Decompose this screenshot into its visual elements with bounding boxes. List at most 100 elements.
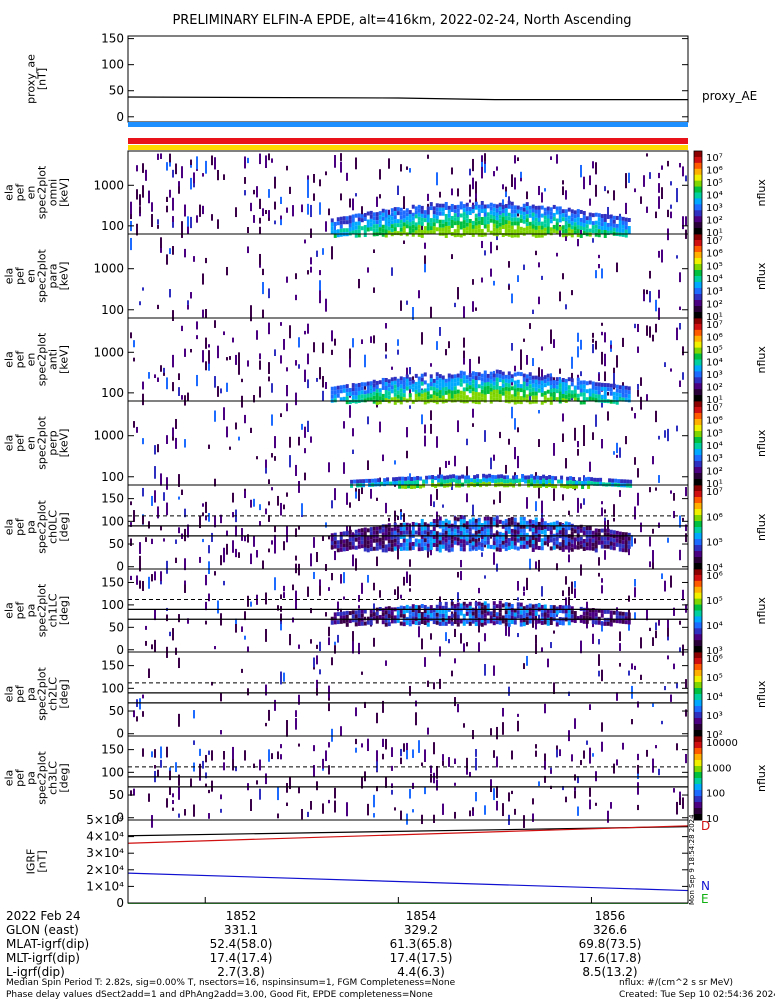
heatmap-band-cell <box>539 475 543 480</box>
heatmap-band-cell <box>339 216 343 221</box>
heatmap-cell <box>166 205 168 213</box>
heatmap-band-cell <box>525 544 529 549</box>
heatmap-band-cell <box>552 212 556 217</box>
heatmap-band-cell <box>432 378 436 383</box>
heatmap-cell <box>661 573 663 580</box>
heatmap-band-cell <box>413 484 417 489</box>
heatmap-band-cell <box>330 394 334 399</box>
heatmap-band-cell <box>474 221 478 226</box>
panel-pa_ch3: 10000100010010nflux150100500elapefpaspec… <box>3 735 768 828</box>
y-tick-label: 150 <box>101 743 124 757</box>
heatmap-band-cell <box>612 395 616 400</box>
heatmap-band-cell <box>369 543 373 548</box>
heatmap-band-cell <box>609 230 613 235</box>
heatmap-cell <box>466 466 468 480</box>
panel-pef_en_2: 10⁷10⁶10⁵10⁴10³10²10¹nflux1000100elapefe… <box>3 233 768 323</box>
heatmap-cell <box>283 504 285 510</box>
y-axis-label: pa <box>25 687 38 701</box>
heatmap-band-cell <box>513 396 517 401</box>
heatmap-cell <box>190 177 192 190</box>
heatmap-band-cell <box>408 546 412 551</box>
heatmap-band-cell <box>543 604 547 609</box>
heatmap-cell <box>472 807 474 811</box>
heatmap-band-cell <box>435 396 439 401</box>
heatmap-band-cell <box>414 230 418 235</box>
heatmap-band-cell <box>390 224 394 229</box>
heatmap-band-cell <box>420 233 424 238</box>
colorbar-swatch <box>694 574 702 582</box>
heatmap-cell <box>358 594 360 602</box>
heatmap-band-cell <box>531 220 535 225</box>
y-axis-label: ela <box>3 770 16 787</box>
colorbar-tick-label: 10² <box>706 466 723 477</box>
heatmap-cell <box>592 161 594 169</box>
heatmap-band-cell <box>456 537 460 542</box>
heatmap-band-cell <box>474 526 478 531</box>
heatmap-band-cell <box>594 398 598 403</box>
heatmap-cell <box>391 783 393 789</box>
heatmap-cell <box>682 372 684 380</box>
heatmap-band-cell <box>396 544 400 549</box>
heatmap-cell <box>463 357 465 365</box>
heatmap-band-cell <box>408 606 412 611</box>
heatmap-cell <box>340 193 342 201</box>
heatmap-cell <box>172 221 174 228</box>
heatmap-band-cell <box>582 223 586 228</box>
heatmap-band-cell <box>587 476 591 481</box>
heatmap-band-cell <box>342 547 346 552</box>
heatmap-band-cell <box>594 224 598 229</box>
colorbar-tick-label: 1000 <box>706 763 731 774</box>
heatmap-band-cell <box>402 542 406 547</box>
heatmap-cell <box>538 781 540 787</box>
heatmap-cell <box>355 747 357 753</box>
heatmap-band-cell <box>471 224 475 229</box>
heatmap-band-cell <box>333 540 337 545</box>
heatmap-cell <box>412 809 414 813</box>
heatmap-band-cell <box>570 610 574 615</box>
heatmap-band-cell <box>621 220 625 225</box>
heatmap-cell <box>472 177 474 190</box>
heatmap-cell <box>682 797 684 809</box>
heatmap-cell <box>379 590 381 598</box>
heatmap-cell <box>322 393 324 402</box>
heatmap-band-cell <box>531 379 535 384</box>
heatmap-band-cell <box>561 390 565 395</box>
heatmap-cell <box>526 577 528 591</box>
heatmap-cell <box>373 249 375 253</box>
heatmap-cell <box>274 525 276 533</box>
heatmap-band-cell <box>468 218 472 223</box>
heatmap-cell <box>535 250 537 256</box>
heatmap-band-cell <box>417 539 421 544</box>
heatmap-band-cell <box>417 531 421 536</box>
heatmap-band-cell <box>468 531 472 536</box>
heatmap-band-cell <box>522 385 526 390</box>
heatmap-cell <box>376 556 378 567</box>
y-axis-label: ela <box>3 268 16 285</box>
heatmap-band-cell <box>474 229 478 234</box>
heatmap-cell <box>352 338 354 348</box>
heatmap-band-cell <box>432 214 436 219</box>
heatmap-cell <box>601 620 603 632</box>
heatmap-cell <box>262 282 264 295</box>
heatmap-band-cell <box>603 225 607 230</box>
heatmap-cell <box>511 406 513 419</box>
heatmap-cell <box>598 373 600 381</box>
heatmap-cell <box>166 196 168 202</box>
heatmap-band-cell <box>396 382 400 387</box>
heatmap-cell <box>673 788 675 793</box>
heatmap-cell <box>544 188 546 192</box>
col1-mlat: 61.3(65.8) <box>390 937 453 951</box>
heatmap-band-cell <box>513 521 517 526</box>
heatmap-band-cell <box>504 216 508 221</box>
heatmap-band-cell <box>459 619 463 624</box>
heatmap-cell <box>361 206 363 219</box>
heatmap-band-cell <box>438 207 442 212</box>
heatmap-band-cell <box>381 608 385 613</box>
heatmap-band-cell <box>498 390 502 395</box>
heatmap-cell <box>298 787 300 794</box>
heatmap-cell <box>490 457 492 470</box>
heatmap-band-cell <box>381 528 385 533</box>
heatmap-band-cell <box>492 393 496 398</box>
heatmap-band-cell <box>435 539 439 544</box>
